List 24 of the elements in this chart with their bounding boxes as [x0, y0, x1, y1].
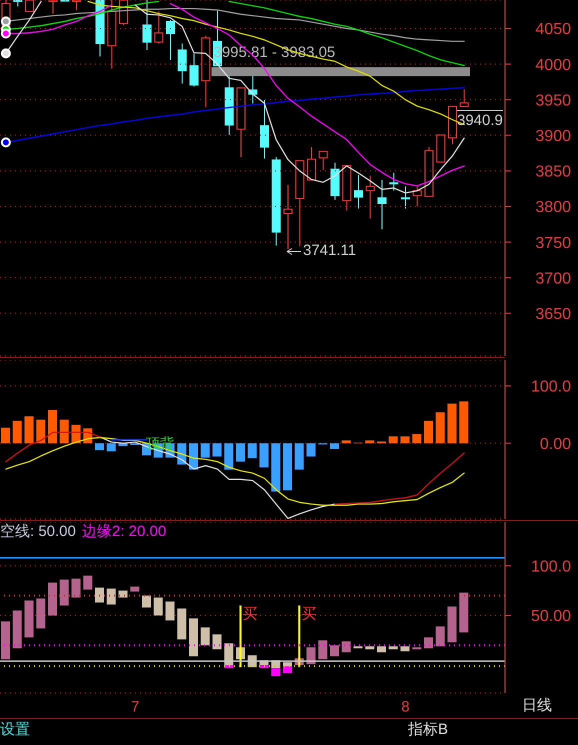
y-tick-label: 3750: [535, 234, 572, 252]
y-tick-label: 0.00: [540, 436, 572, 453]
text: 设置: [0, 721, 30, 738]
y-tick-label: 100.0: [530, 558, 572, 576]
annotation: 3940.9: [457, 110, 503, 129]
y-tick-label: 3850: [535, 164, 572, 181]
y-tick-label: 4000: [535, 56, 572, 74]
y-tick-label: 3700: [535, 270, 572, 288]
y-tick-label: 50.00: [530, 608, 572, 626]
y-tick-label: 100.0: [530, 378, 572, 396]
y-tick-label: 4050: [535, 21, 572, 38]
data-label: 买: [242, 606, 258, 623]
text: 日线: [522, 697, 552, 714]
x-tick-label: 8: [401, 698, 410, 716]
annotation: 空线: 50.00: [0, 523, 76, 540]
y-tick-label: 3900: [535, 128, 572, 145]
data-label: 买: [301, 606, 316, 623]
annotation: 3741.11: [303, 242, 356, 259]
x-tick-label: 7: [130, 698, 140, 716]
y-tick-label: 3800: [535, 199, 572, 216]
annotation: 边缘2: 20.00: [82, 523, 166, 540]
y-tick-label: 3950: [535, 92, 572, 110]
y-tick-label: 3650: [535, 306, 572, 323]
text: 指标B: [408, 721, 448, 738]
